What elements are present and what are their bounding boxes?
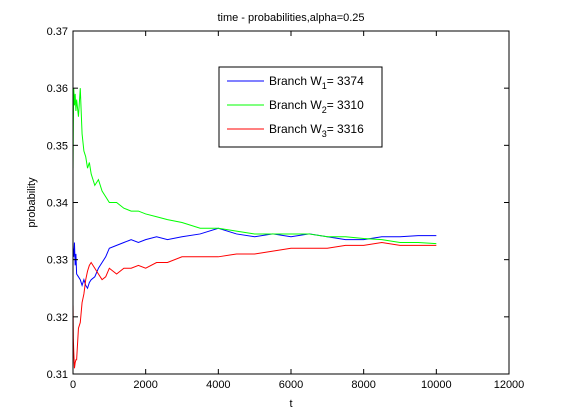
x-tick-label: 4000 xyxy=(206,379,230,391)
legend-label-3: Branch W3= 3316 xyxy=(269,122,364,139)
legend-label-2: Branch W2= 3310 xyxy=(269,98,364,115)
x-tick-label: 2000 xyxy=(133,379,157,391)
y-tick-label: 0.31 xyxy=(47,369,68,381)
x-tick-label: 10000 xyxy=(421,379,452,391)
y-tick-label: 0.35 xyxy=(47,140,68,152)
y-tick-label: 0.36 xyxy=(47,83,68,95)
legend-box xyxy=(218,66,383,148)
legend: Branch W1= 3374 Branch W2= 3310 Branch W3=… xyxy=(218,66,383,148)
y-tick-label: 0.37 xyxy=(47,26,68,38)
series-layer xyxy=(72,88,437,369)
x-tick-label: 12000 xyxy=(494,379,525,391)
y-axis: 0.31 0.32 0.33 0.34 0.35 0.36 0.37 xyxy=(47,26,509,381)
series-line-2 xyxy=(72,88,437,245)
y-tick-label: 0.33 xyxy=(47,255,68,267)
x-tick-label: 6000 xyxy=(279,379,303,391)
x-tick-label: 8000 xyxy=(351,379,375,391)
x-tick-label: 0 xyxy=(70,379,76,391)
series-line-3 xyxy=(72,242,437,369)
y-tick-label: 0.34 xyxy=(47,198,68,210)
x-axis: 0 2000 4000 6000 8000 10000 12000 xyxy=(70,31,524,391)
y-axis-label: probability xyxy=(26,177,38,228)
chart-title: time - probabilities,alpha=0.25 xyxy=(217,12,364,24)
x-axis-label: t xyxy=(289,398,292,410)
legend-label-1: Branch W1= 3374 xyxy=(269,74,364,91)
y-tick-label: 0.32 xyxy=(47,312,68,324)
